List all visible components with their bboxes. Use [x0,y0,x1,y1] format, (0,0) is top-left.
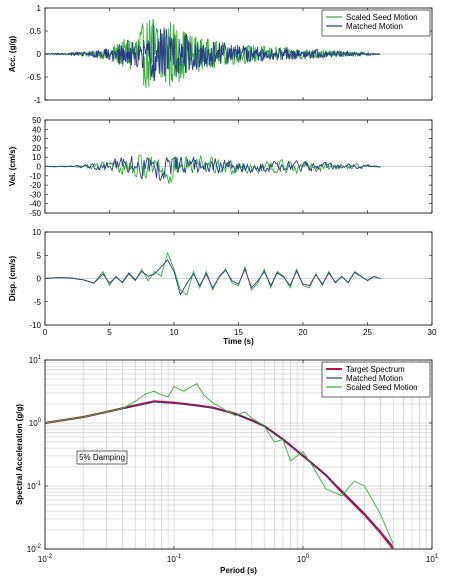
y-tick-label: 0 [37,50,42,59]
y-tick-label: 101 [29,355,42,365]
y-tick-label: -40 [29,200,41,209]
y-tick-label: 40 [32,125,41,134]
x-tick-label: 30 [428,328,437,337]
x-tick-label: 100 [297,554,310,564]
y-tick-label: 0.5 [30,27,42,36]
y-tick-label: -10 [29,172,41,181]
legend-entry: Matched Motion [346,374,403,383]
chart-panel-4: 10-2 10-1 100 101 10-2 10-1 100 101 Spectral Acc… [15,355,439,575]
x-tick-label: 0 [43,328,48,337]
plot-frame [44,359,433,550]
y-tick-label: -30 [29,190,41,199]
y-tick-label: -10 [29,321,41,330]
x-tick-label: 10 [170,328,179,337]
x-axis-label: Period (s) [220,566,257,575]
y-tick-label: -0.5 [27,73,41,82]
y-tick-label: 30 [32,135,41,144]
annotation-box [76,450,128,465]
chart-panel-3: 0 5 10 15 20 25 30 -10 -5 0 5 10 Disp. (cm/s) Time (s… [8,228,437,346]
series-line-target-spectrum [45,400,395,549]
x-tick-label: 25 [363,328,372,337]
legend-box [321,9,431,37]
legend-box [321,361,431,398]
y-tick-label: -1 [34,96,42,105]
x-tick-label: 10-2 [38,554,53,564]
series-line-scaled-seed-motion [45,154,381,184]
series-line-matched-motion [45,155,381,181]
y-tick-label: 0 [37,163,42,172]
y-tick-label: 10 [32,228,41,237]
x-axis-label: Time (s) [223,337,254,346]
annotation-text: 5% Damping [79,453,125,462]
y-tick-label: 100 [29,418,42,428]
series-line-scaled-seed-motion [45,251,381,296]
series-line-matched-motion [45,401,394,547]
legend-entry: Target Spectrum [346,365,405,374]
y-axis-label: Vel. (cm/s) [8,146,17,186]
y-tick-label: 10-1 [27,481,42,491]
y-tick-label: 50 [32,116,41,125]
series-line-matched-motion [45,25,381,82]
y-tick-label: 10-2 [27,544,42,554]
y-axis-label: Disp. (cm/s) [8,255,17,301]
y-tick-label: -50 [29,209,41,218]
legend-entry: Scaled Seed Motion [346,383,418,392]
y-tick-label: 10 [32,153,41,162]
y-axis-label: Spectral Acceleration (g/g) [15,404,24,505]
series-line-scaled-seed-motion [45,383,394,545]
y-tick-label: -20 [29,181,41,190]
chart-panel-1: -1 -0.5 0 0.5 1 Acc. (g/g) Scaled Seed MotionM… [8,4,433,105]
legend-entry: Scaled Seed Motion [346,13,418,22]
x-tick-label: 10-1 [167,554,182,564]
y-tick-label: 1 [37,4,42,13]
x-tick-label: 101 [426,554,439,564]
y-tick-label: 20 [32,144,41,153]
x-tick-label: 20 [299,328,308,337]
series-line-matched-motion [45,259,381,296]
y-tick-label: -5 [34,298,42,307]
y-tick-label: 0 [37,275,42,284]
grid-lines [44,360,432,550]
y-axis-label: Acc. (g/g) [8,35,17,72]
y-tick-label: 5 [37,251,42,260]
x-tick-label: 15 [234,328,243,337]
x-tick-label: 5 [107,328,112,337]
legend-entry: Matched Motion [346,22,403,31]
